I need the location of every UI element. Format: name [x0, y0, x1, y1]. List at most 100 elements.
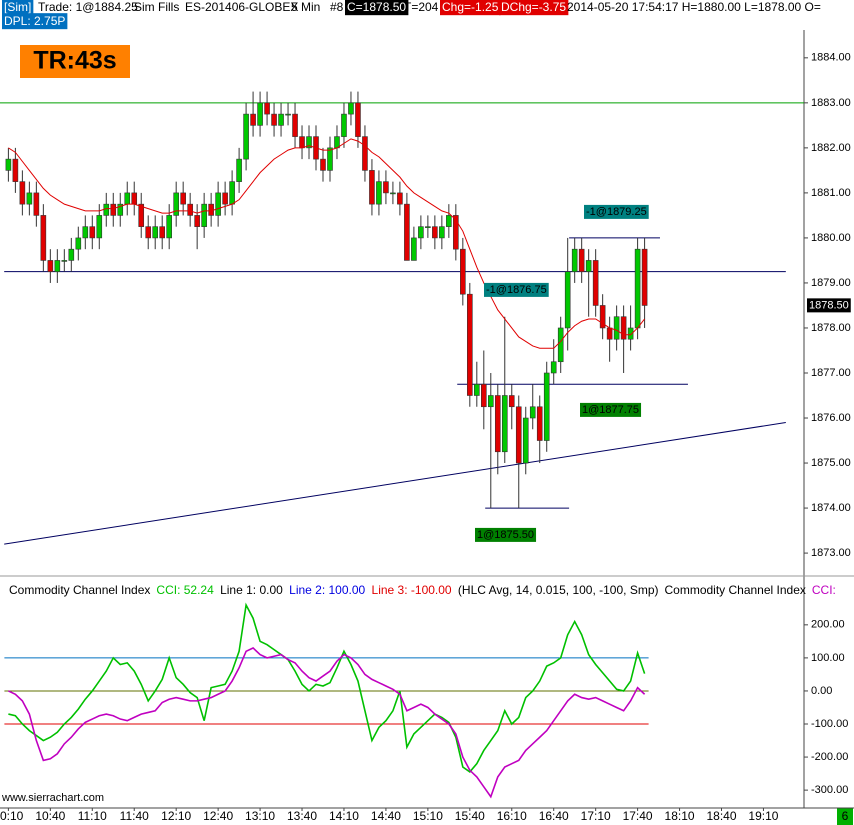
label-bg [499, 0, 569, 16]
candle-body [47, 260, 54, 272]
candle-body [327, 147, 333, 171]
candle-body [33, 192, 40, 216]
candle-body [446, 215, 452, 227]
x-tick-label: 0:10 [0, 809, 24, 823]
x-tick-label: 16:40 [539, 809, 569, 823]
candle-body [522, 417, 529, 464]
candle-body [19, 181, 26, 205]
candle-body [425, 226, 431, 228]
candle-body [467, 293, 473, 396]
candle-body [194, 215, 200, 227]
candle-body [453, 215, 459, 250]
candle-body [40, 215, 47, 261]
candle-body [404, 203, 410, 261]
badge-bg [20, 45, 130, 78]
label-bg [2, 0, 34, 16]
y-tick-label: 1882.00 [811, 142, 851, 154]
candle-body [369, 170, 375, 205]
cci-header: CCI: 52.24 [156, 583, 214, 597]
candle-body [103, 203, 110, 216]
y-tick-label: 1877.00 [811, 367, 851, 379]
label-bg [484, 282, 549, 297]
candle-body [96, 215, 103, 239]
candle-body [54, 260, 61, 272]
y-tick-label: 1883.00 [811, 97, 851, 109]
y-tick-label: 1884.00 [811, 52, 851, 64]
chart-number: #8 [330, 0, 344, 14]
label-bg [440, 0, 501, 16]
symbol: ES-201406-GLOBEX [185, 0, 298, 14]
candle-body [508, 395, 515, 408]
ticks: T=204 [404, 0, 439, 14]
candle-body [187, 203, 193, 216]
label-bg [580, 402, 642, 417]
candle-body [460, 248, 466, 295]
x-tick-label: 19:10 [748, 809, 778, 823]
candle-body [418, 226, 424, 239]
trendline [4, 422, 786, 545]
y-tick-label: 1879.00 [811, 277, 851, 289]
candle-body [474, 383, 480, 396]
candle-body [585, 260, 592, 272]
trade-label: -1@1879.25 [586, 206, 647, 218]
candle-body [362, 136, 368, 171]
candle-body [501, 395, 508, 453]
x-tick-label: 12:40 [203, 809, 233, 823]
y-tick-label: 1878.00 [811, 322, 851, 334]
y-tick-label: 1881.00 [811, 187, 851, 199]
candle-body [12, 158, 19, 182]
candle-body [138, 203, 145, 227]
cci-header: CCI: [812, 583, 836, 597]
candle-body [564, 271, 571, 329]
candle-body [543, 372, 550, 441]
x-tick-label: 15:40 [455, 809, 485, 823]
candle-body [641, 248, 648, 306]
daily-change: DChg=-3.75 [501, 0, 566, 14]
candle-body [550, 361, 557, 374]
label-bg [807, 298, 851, 313]
trade-label: 1@1877.75 [582, 404, 639, 416]
candle-body [82, 226, 89, 239]
candle-body [494, 395, 501, 453]
header: [Sim] Trade: 1@1884.25 Sim Fills ES-2014… [2, 0, 821, 30]
candle-body [180, 192, 186, 205]
x-tick-label: 12:10 [161, 809, 191, 823]
candle-body [306, 136, 312, 149]
candle-body [620, 316, 627, 340]
candle-body [124, 192, 131, 205]
candle-body [341, 113, 347, 137]
candle-body [201, 203, 207, 227]
cci-header: Line 3: -100.00 [372, 583, 452, 597]
cci-line [8, 647, 646, 799]
candle-body [320, 158, 326, 171]
candle-body [397, 192, 403, 205]
x-tick-label: 10:40 [35, 809, 65, 823]
candle-body [480, 383, 487, 408]
cci-header: (HLC Avg, 14, 0.015, 100, -100, Smp) [458, 583, 659, 597]
label-bg [2, 13, 68, 30]
badge: TR:43s [33, 47, 116, 75]
candle-body [222, 192, 228, 205]
x-tick-label: 16:10 [497, 809, 527, 823]
trade: Trade: 1@1884.25 [38, 0, 138, 14]
candle-body [110, 203, 117, 216]
cci-line [8, 602, 646, 774]
corner-bg [837, 808, 853, 825]
candle-body [271, 113, 277, 126]
y-tick-label: 1875.00 [811, 457, 851, 469]
period: 5 Min [291, 0, 320, 14]
candle-body [557, 327, 564, 363]
candle-body [61, 260, 68, 262]
cci-header: Line 2: 100.00 [289, 583, 365, 597]
last-price: 1878.50 [809, 299, 849, 311]
candle-body [236, 158, 242, 182]
y-tick-label: -200.00 [811, 751, 848, 763]
candle-body [229, 181, 235, 205]
x-tick-label: 14:10 [329, 809, 359, 823]
x-tick-label: 11:10 [78, 809, 107, 823]
candle-body [613, 316, 620, 340]
y-tick-label: 200.00 [811, 619, 845, 631]
trade-label: 1@1875.50 [477, 529, 534, 541]
